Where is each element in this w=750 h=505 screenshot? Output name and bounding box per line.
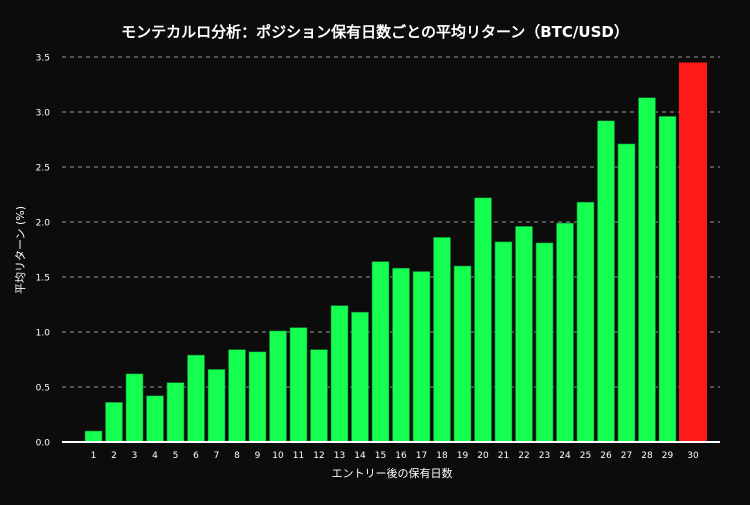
x-tick-label: 11	[293, 451, 304, 461]
bar	[515, 226, 533, 443]
x-tick-label: 1	[91, 451, 97, 461]
x-tick-label: 27	[621, 451, 632, 461]
x-tick-label: 30	[687, 451, 699, 461]
bar	[576, 201, 595, 443]
x-tick-label: 7	[214, 451, 220, 461]
x-tick-label: 4	[152, 451, 158, 461]
y-tick-label: 3.0	[36, 109, 51, 119]
bar	[351, 311, 369, 443]
x-tick-label: 19	[457, 451, 469, 461]
bar	[638, 97, 656, 443]
x-tick-label: 16	[395, 451, 407, 461]
x-tick-label: 2	[111, 451, 117, 461]
bar	[617, 143, 636, 443]
x-tick-label: 23	[539, 451, 550, 461]
bar	[392, 267, 410, 443]
x-tick-label: 26	[600, 451, 612, 461]
bar	[453, 265, 472, 443]
x-tick-label: 15	[375, 451, 386, 461]
x-axis-label: エントリー後の保有日数	[332, 466, 453, 480]
bar	[187, 354, 205, 443]
bar	[105, 402, 123, 443]
bar	[166, 382, 185, 443]
y-tick-label: 2.0	[36, 219, 51, 229]
y-tick-label: 0.5	[36, 384, 50, 394]
bar	[330, 305, 349, 443]
x-tick-label: 9	[255, 451, 261, 461]
x-tick-label: 12	[313, 451, 324, 461]
x-tick-label: 3	[132, 451, 138, 461]
x-tick-label: 5	[173, 451, 179, 461]
x-tick-label: 24	[559, 451, 571, 461]
bar	[474, 197, 492, 443]
bar	[597, 120, 615, 443]
y-tick-label: 3.5	[36, 54, 50, 64]
y-axis-label: 平均リターン (%)	[14, 206, 27, 294]
x-tick-label: 18	[436, 451, 448, 461]
bar	[494, 241, 513, 443]
x-tick-label: 17	[416, 451, 427, 461]
bar	[84, 430, 103, 443]
y-tick-label: 0.0	[36, 439, 51, 449]
bar	[207, 369, 226, 443]
y-tick-label: 1.5	[36, 274, 50, 284]
bar	[433, 237, 451, 443]
bar	[125, 373, 144, 443]
bar	[248, 351, 267, 443]
x-tick-label: 10	[272, 451, 284, 461]
bar	[289, 327, 308, 443]
chart-title: モンテカルロ分析：ポジション保有日数ごとの平均リターン（BTC/USD）	[121, 23, 629, 41]
bar	[310, 349, 328, 443]
bar	[371, 261, 390, 443]
x-tick-label: 22	[518, 451, 529, 461]
x-tick-label: 29	[662, 451, 674, 461]
bar	[412, 271, 431, 443]
bar	[535, 242, 554, 443]
y-tick-label: 1.0	[36, 329, 51, 339]
bar	[228, 349, 246, 443]
x-tick-label: 21	[498, 451, 509, 461]
bar	[658, 116, 677, 443]
bar-highlight	[679, 62, 707, 442]
x-tick-label: 14	[354, 451, 366, 461]
x-tick-label: 25	[580, 451, 591, 461]
x-tick-label: 8	[234, 451, 240, 461]
x-tick-label: 20	[477, 451, 489, 461]
bar	[146, 395, 164, 443]
x-tick-label: 6	[193, 451, 199, 461]
bar	[556, 222, 574, 443]
x-tick-label: 28	[641, 451, 653, 461]
x-tick-label: 13	[334, 451, 345, 461]
y-tick-label: 2.5	[36, 164, 50, 174]
bar	[269, 330, 287, 443]
